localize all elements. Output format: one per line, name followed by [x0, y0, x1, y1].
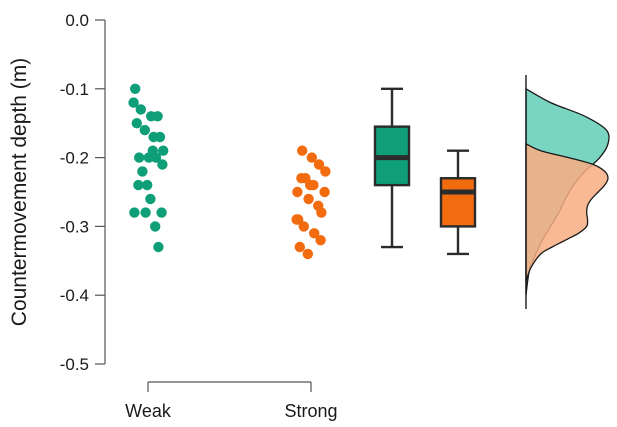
weak-data-point: [142, 179, 153, 191]
x-tick-label-weak: Weak: [125, 401, 172, 421]
weak-data-point: [133, 179, 144, 191]
weak-data-point: [153, 241, 164, 253]
strong-data-point: [292, 186, 303, 198]
boxes-layer: [373, 87, 477, 256]
y-tick-label: -0.3: [60, 217, 89, 236]
y-tick-label: -0.1: [60, 80, 89, 99]
strong-data-point: [319, 186, 330, 198]
strong-data-point: [313, 159, 325, 170]
strong-box-plot: [439, 149, 477, 256]
strong-data-point: [294, 241, 305, 253]
weak-data-point: [154, 131, 166, 143]
weak-data-point: [152, 111, 163, 122]
weak-data-point: [139, 124, 150, 136]
y-axis: 0.0 -0.1 -0.2 -0.3 -0.4 -0.5: [60, 11, 106, 374]
y-tick-label: 0.0: [65, 11, 89, 30]
weak-data-point: [158, 145, 169, 156]
x-tick-label-strong: Strong: [284, 401, 337, 421]
weak-data-point: [143, 152, 154, 163]
weak-box-plot: [373, 87, 411, 249]
strong-data-point: [303, 193, 314, 205]
box-iqr: [439, 177, 477, 228]
strong-data-point: [320, 166, 331, 177]
weak-data-point: [128, 97, 139, 108]
weak-data-point: [130, 83, 141, 95]
y-axis-title: Countermovement depth (m): [8, 58, 31, 326]
points-layer: [128, 83, 331, 260]
strong-data-point: [297, 145, 308, 156]
strong-data-point: [309, 228, 320, 239]
x-axis: Weak Strong: [125, 381, 338, 421]
weak-data-point: [145, 193, 156, 205]
weak-data-point: [131, 118, 142, 129]
weak-data-point: [150, 152, 162, 163]
strong-data-point: [298, 221, 309, 232]
strong-data-point: [315, 235, 326, 246]
density-layer: [525, 75, 610, 309]
strong-data-point: [296, 173, 307, 184]
weak-data-point: [135, 104, 146, 115]
weak-data-point: [140, 207, 151, 218]
weak-data-point: [134, 152, 145, 163]
strong-data-point: [291, 214, 302, 225]
strong-data-point: [316, 207, 327, 218]
weak-data-point: [150, 221, 161, 232]
y-tick-label: -0.2: [60, 149, 89, 168]
y-tick-label: -0.5: [60, 355, 89, 374]
weak-data-point: [157, 159, 168, 170]
strong-data-point: [306, 152, 317, 163]
y-tick-label: -0.4: [60, 286, 89, 305]
strong-data-point: [302, 248, 313, 260]
weak-data-point: [129, 207, 140, 218]
strong-density-curve: [525, 142, 609, 282]
weak-data-point: [156, 207, 167, 218]
strong-data-point: [308, 179, 319, 191]
weak-data-point: [137, 166, 148, 177]
